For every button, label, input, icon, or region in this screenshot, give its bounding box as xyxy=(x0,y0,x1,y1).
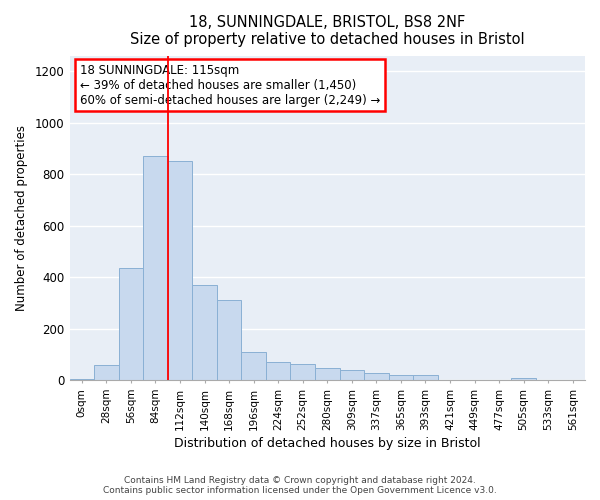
Y-axis label: Number of detached properties: Number of detached properties xyxy=(15,125,28,311)
Bar xyxy=(143,156,168,380)
Bar xyxy=(168,161,192,380)
Bar xyxy=(119,268,143,380)
Title: 18, SUNNINGDALE, BRISTOL, BS8 2NF
Size of property relative to detached houses i: 18, SUNNINGDALE, BRISTOL, BS8 2NF Size o… xyxy=(130,15,524,48)
Bar xyxy=(94,365,119,380)
X-axis label: Distribution of detached houses by size in Bristol: Distribution of detached houses by size … xyxy=(174,437,481,450)
Bar xyxy=(192,285,217,380)
Text: 18 SUNNINGDALE: 115sqm
← 39% of detached houses are smaller (1,450)
60% of semi-: 18 SUNNINGDALE: 115sqm ← 39% of detached… xyxy=(80,64,380,106)
Bar xyxy=(413,374,438,380)
Bar xyxy=(364,373,389,380)
Bar xyxy=(340,370,364,380)
Bar xyxy=(217,300,241,380)
Bar xyxy=(290,364,315,380)
Bar xyxy=(241,352,266,380)
Bar xyxy=(266,362,290,380)
Text: Contains HM Land Registry data © Crown copyright and database right 2024.
Contai: Contains HM Land Registry data © Crown c… xyxy=(103,476,497,495)
Bar xyxy=(389,374,413,380)
Bar xyxy=(70,379,94,380)
Bar xyxy=(315,368,340,380)
Bar xyxy=(511,378,536,380)
